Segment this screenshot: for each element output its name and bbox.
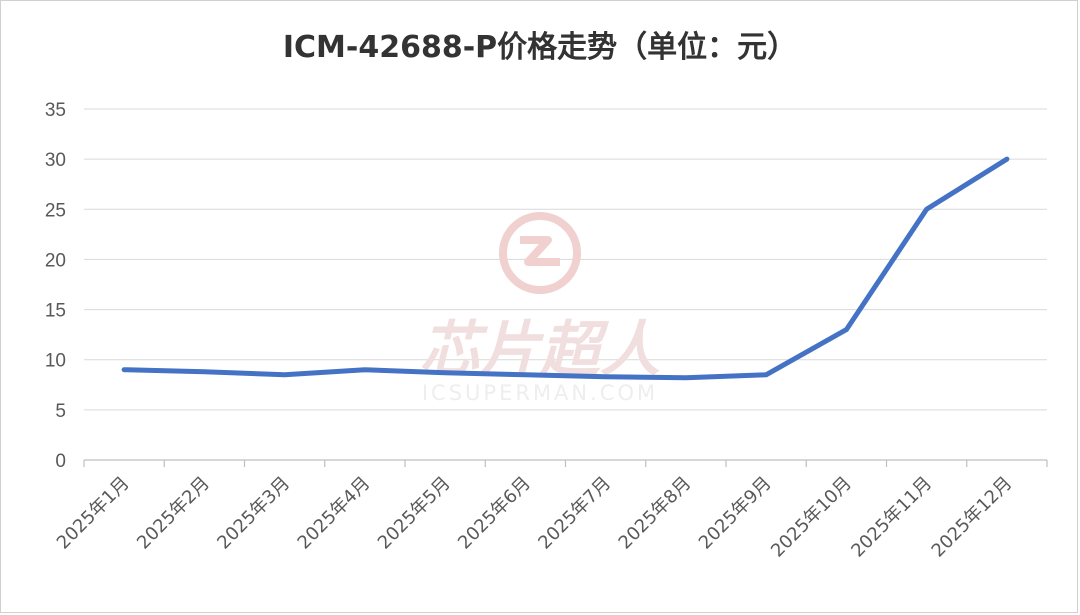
x-tick-label: 2025年3月 <box>213 473 294 554</box>
y-tick-label: 20 <box>45 250 66 271</box>
x-tick-label: 2025年8月 <box>615 473 696 554</box>
y-tick-label: 0 <box>55 451 66 472</box>
x-axis: 2025年1月 2025年2月 2025年3月 2025年4月 2025年5月 2025年… <box>53 459 1048 562</box>
chart-title: ICM-42688-P价格走势（单位：元） <box>282 30 798 65</box>
series-group <box>121 156 1010 381</box>
y-tick-label: 5 <box>55 401 66 422</box>
x-tick-label: 2025年4月 <box>294 473 375 554</box>
x-tick-label: 2025年10月 <box>767 473 856 562</box>
y-tick-label: 15 <box>45 301 66 322</box>
series-line-0 <box>121 156 1010 381</box>
y-axis: 0 5 10 15 20 25 30 35 <box>45 100 66 472</box>
x-tick-label: 2025年11月 <box>847 473 936 562</box>
x-tick-label: 2025年12月 <box>928 473 1017 562</box>
y-tick-label: 10 <box>45 351 66 372</box>
x-tick-label: 2025年6月 <box>454 473 535 554</box>
watermark-logo-icon <box>499 212 581 294</box>
y-tick-label: 30 <box>45 150 66 171</box>
watermark-subtext: ICSUPERMAN.COM <box>422 381 658 405</box>
x-tick-label: 2025年1月 <box>53 473 134 554</box>
y-tick-label: 25 <box>45 200 66 221</box>
x-tick-label: 2025年2月 <box>133 473 214 554</box>
y-tick-label: 35 <box>45 100 66 121</box>
x-tick-label: 2025年5月 <box>374 473 455 554</box>
x-tick-label: 2025年9月 <box>695 473 776 554</box>
x-tick-label: 2025年7月 <box>534 473 615 554</box>
gridlines <box>84 108 1047 411</box>
